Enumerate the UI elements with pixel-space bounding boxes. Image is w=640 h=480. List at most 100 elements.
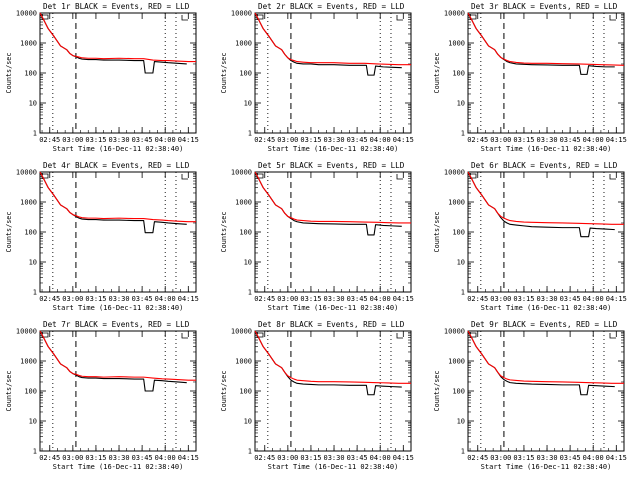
x-tick-label: 04:15 — [393, 295, 414, 303]
x-tick-label: 02:45 — [39, 454, 60, 462]
lld-rate-line — [254, 171, 411, 224]
lld-rate-line — [39, 12, 196, 63]
y-tick-label: 1 — [461, 448, 465, 456]
y-tick-label: 100 — [24, 229, 37, 237]
x-tick-label: 03:45 — [347, 454, 368, 462]
chart-title: Det 7r BLACK = Events, RED = LLD — [43, 320, 190, 329]
x-tick-label: 04:00 — [370, 454, 391, 462]
chart-title: Det 8r BLACK = Events, RED = LLD — [258, 320, 405, 329]
chart-panel-8: Det 8r BLACK = Events, RED = LLD 1 10 100 10… — [220, 320, 414, 471]
corner-mark-right — [396, 15, 403, 21]
x-tick-label: 02:45 — [39, 136, 60, 144]
y-tick-label: 1 — [248, 130, 252, 138]
x-tick-label: 03:45 — [132, 454, 153, 462]
x-tick-label: 04:00 — [155, 295, 176, 303]
y-tick-label: 1000 — [448, 199, 465, 207]
y-tick-label: 1000 — [20, 199, 37, 207]
x-axis-label: Start Time (16-Dec-11 02:38:40) — [481, 304, 612, 312]
x-tick-label: 03:00 — [277, 454, 298, 462]
y-axis-label: Counts/sec — [5, 212, 13, 253]
y-tick-label: 100 — [452, 229, 465, 237]
lld-rate-line — [254, 12, 411, 66]
y-tick-label: 1 — [461, 130, 465, 138]
y-tick-label: 10000 — [444, 169, 465, 177]
chart-panel-1: Det 1r BLACK = Events, RED = LLD 1 10 100 10… — [5, 2, 199, 153]
x-tick-label: 02:45 — [254, 136, 275, 144]
chart-panel-6: Det 6r BLACK = Events, RED = LLD 1 10 100 10… — [433, 161, 627, 312]
y-tick-label: 10000 — [231, 169, 252, 177]
event-rate-line — [254, 171, 402, 236]
x-tick-label: 03:45 — [347, 295, 368, 303]
y-tick-label: 1000 — [235, 40, 252, 48]
y-tick-label: 100 — [452, 388, 465, 396]
lld-rate-line — [467, 171, 624, 225]
x-tick-label: 03:00 — [490, 454, 511, 462]
corner-mark-right — [181, 174, 188, 180]
y-axis-label: Counts/sec — [5, 53, 13, 94]
y-tick-label: 1 — [461, 289, 465, 297]
y-tick-label: 1 — [33, 130, 37, 138]
x-tick-label: 04:15 — [178, 295, 199, 303]
x-tick-label: 03:30 — [108, 136, 129, 144]
x-tick-label: 03:15 — [85, 454, 106, 462]
x-tick-label: 03:30 — [323, 295, 344, 303]
x-axis-label: Start Time (16-Dec-11 02:38:40) — [268, 304, 399, 312]
corner-mark-right — [609, 174, 616, 180]
axes-frame — [254, 171, 412, 293]
y-tick-label: 1000 — [235, 199, 252, 207]
y-tick-label: 10000 — [16, 10, 37, 18]
x-tick-label: 03:15 — [300, 454, 321, 462]
y-tick-label: 10000 — [444, 10, 465, 18]
x-tick-label: 04:15 — [393, 454, 414, 462]
y-tick-label: 100 — [24, 388, 37, 396]
x-axis-label: Start Time (16-Dec-11 02:38:40) — [53, 145, 184, 153]
y-tick-label: 10000 — [16, 328, 37, 336]
x-tick-label: 03:45 — [347, 136, 368, 144]
y-tick-label: 1 — [33, 289, 37, 297]
chart-panel-3: Det 3r BLACK = Events, RED = LLD 1 10 100 10… — [433, 2, 627, 153]
y-tick-label: 1000 — [448, 40, 465, 48]
x-tick-label: 04:15 — [606, 454, 627, 462]
y-tick-label: 100 — [452, 70, 465, 78]
y-axis-label: Counts/sec — [433, 212, 441, 253]
x-tick-label: 02:45 — [467, 136, 488, 144]
y-tick-label: 100 — [239, 388, 252, 396]
event-rate-line — [467, 171, 615, 238]
lld-rate-line — [39, 171, 196, 223]
chart-panel-2: Det 2r BLACK = Events, RED = LLD 1 10 100 10… — [220, 2, 414, 153]
x-tick-label: 04:00 — [155, 136, 176, 144]
y-tick-label: 1000 — [235, 358, 252, 366]
chart-panel-4: Det 4r BLACK = Events, RED = LLD 1 10 100 10… — [5, 161, 199, 312]
y-tick-label: 10 — [244, 418, 252, 426]
axes-frame — [467, 330, 625, 452]
event-rate-line — [254, 12, 402, 76]
y-tick-label: 1000 — [448, 358, 465, 366]
x-tick-label: 03:30 — [108, 295, 129, 303]
y-tick-label: 10000 — [231, 10, 252, 18]
y-tick-label: 10000 — [231, 328, 252, 336]
x-tick-label: 03:30 — [323, 454, 344, 462]
chart-title: Det 2r BLACK = Events, RED = LLD — [258, 2, 405, 11]
x-tick-label: 03:00 — [490, 295, 511, 303]
axes-frame — [39, 330, 197, 452]
y-tick-label: 1000 — [20, 358, 37, 366]
y-axis-label: Counts/sec — [433, 371, 441, 412]
event-rate-line — [254, 330, 402, 396]
x-tick-label: 03:30 — [108, 454, 129, 462]
x-tick-label: 03:45 — [560, 295, 581, 303]
x-tick-label: 03:45 — [132, 136, 153, 144]
x-tick-label: 03:45 — [560, 136, 581, 144]
x-axis-label: Start Time (16-Dec-11 02:38:40) — [53, 304, 184, 312]
y-tick-label: 10 — [244, 259, 252, 267]
y-tick-label: 1 — [248, 289, 252, 297]
event-rate-line — [39, 330, 187, 392]
chart-title: Det 4r BLACK = Events, RED = LLD — [43, 161, 190, 170]
x-tick-label: 03:00 — [62, 295, 83, 303]
y-tick-label: 10 — [457, 100, 465, 108]
x-tick-label: 04:00 — [370, 295, 391, 303]
x-tick-label: 03:30 — [536, 454, 557, 462]
x-tick-label: 03:15 — [513, 295, 534, 303]
axes-frame — [254, 330, 412, 452]
chart-title: Det 6r BLACK = Events, RED = LLD — [471, 161, 618, 170]
